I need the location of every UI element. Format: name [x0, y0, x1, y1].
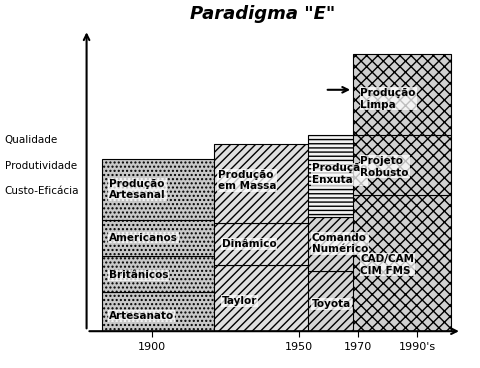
- Bar: [214, 265, 319, 331]
- Text: Americanos: Americanos: [109, 233, 178, 243]
- Text: Taylor: Taylor: [221, 296, 256, 306]
- Bar: [101, 220, 228, 256]
- Text: Paradigma "E": Paradigma "E": [190, 6, 335, 24]
- Bar: [352, 54, 450, 135]
- Bar: [214, 223, 319, 265]
- Text: CAD/CAM
CIM FMS: CAD/CAM CIM FMS: [360, 254, 414, 276]
- Text: Produção
em Massa: Produção em Massa: [217, 170, 276, 191]
- Text: Qualidade: Qualidade: [5, 135, 58, 145]
- Bar: [101, 159, 228, 220]
- Text: Artesanato: Artesanato: [109, 311, 174, 321]
- Bar: [352, 195, 450, 331]
- Text: Dinâmico: Dinâmico: [221, 239, 276, 249]
- Bar: [214, 144, 319, 223]
- Text: Comando
Numérico: Comando Numérico: [311, 233, 367, 255]
- Bar: [307, 271, 360, 331]
- Bar: [307, 135, 360, 216]
- Text: Projeto
Robusto: Projeto Robusto: [360, 156, 408, 177]
- Text: Produção
Enxuta: Produção Enxuta: [311, 163, 366, 185]
- Text: Britânicos: Britânicos: [109, 270, 168, 280]
- Bar: [101, 256, 228, 292]
- Text: Produtividade: Produtividade: [5, 160, 77, 171]
- Bar: [352, 135, 450, 195]
- Text: Produção
Limpa: Produção Limpa: [360, 88, 415, 110]
- Bar: [101, 292, 228, 331]
- Bar: [307, 216, 360, 271]
- Text: Toyota: Toyota: [311, 299, 350, 309]
- Text: Produção
Artesanal: Produção Artesanal: [109, 178, 166, 200]
- Text: Custo-Eficácia: Custo-Eficácia: [5, 186, 79, 197]
